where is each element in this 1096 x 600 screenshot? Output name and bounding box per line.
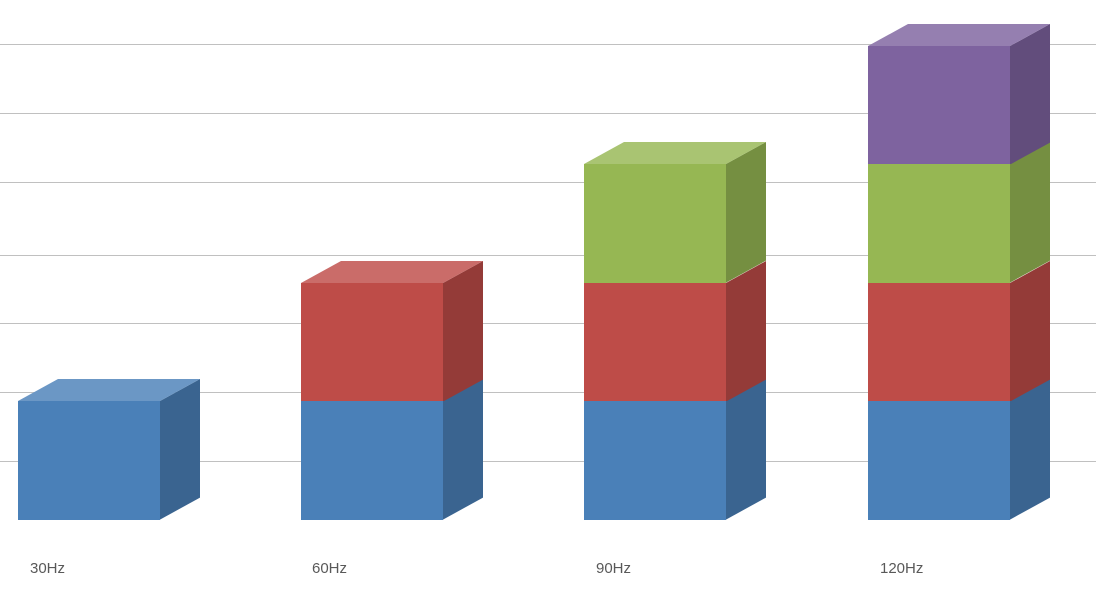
- category-label: 120Hz: [880, 560, 923, 577]
- bar-front-face: [18, 401, 160, 520]
- bar-top-face: [868, 24, 1050, 46]
- bar-front-face: [868, 401, 1010, 520]
- bar-front-face: [301, 283, 443, 402]
- bar-top-face: [584, 142, 766, 164]
- bar-front-face: [584, 164, 726, 283]
- bar-top-face: [18, 379, 200, 401]
- stacked-3d-bar-chart: 30Hz 60Hz 90Hz 120Hz: [0, 0, 1096, 600]
- category-label: 30Hz: [30, 560, 65, 577]
- bar-top-face: [301, 261, 483, 283]
- bar-front-face: [584, 283, 726, 402]
- bar-front-face: [868, 283, 1010, 402]
- bar-front-face: [301, 401, 443, 520]
- bar-front-face: [868, 46, 1010, 165]
- bar-front-face: [584, 401, 726, 520]
- category-label: 90Hz: [596, 560, 631, 577]
- category-label: 60Hz: [312, 560, 347, 577]
- bar-front-face: [868, 164, 1010, 283]
